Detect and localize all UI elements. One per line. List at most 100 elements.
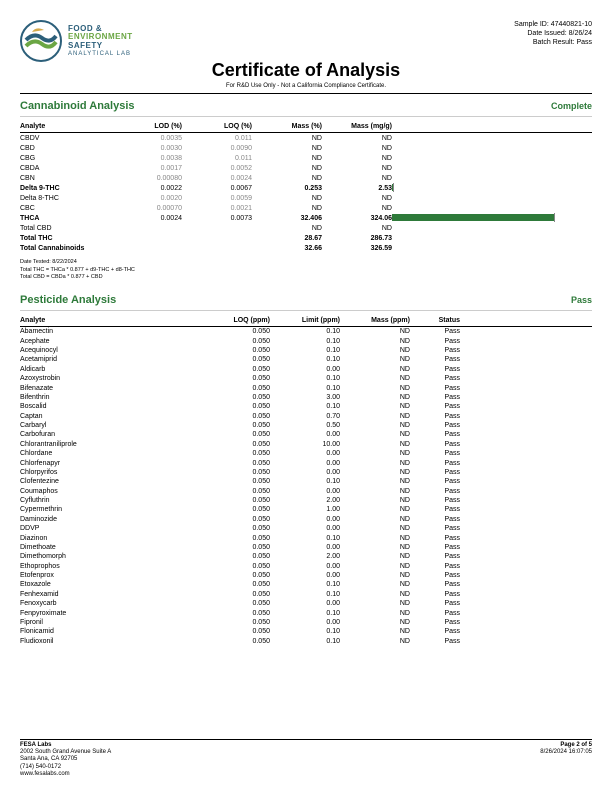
table-row: Fludioxonil0.0500.10NDPass <box>20 636 592 645</box>
pest-col-limit: Limit (ppm) <box>270 315 340 327</box>
pest-spacer <box>460 636 592 645</box>
pest-analyte: Boscalid <box>20 402 180 411</box>
pest-limit: 0.10 <box>270 374 340 383</box>
table-row: Dimethoate0.0500.00NDPass <box>20 543 592 552</box>
note-line: Total CBD = CBDa * 0.877 + CBD <box>20 274 592 282</box>
table-row: Chlorantraniliprole0.05010.00NDPass <box>20 440 592 449</box>
pest-mass: ND <box>340 346 410 355</box>
pest-loq: 0.050 <box>180 421 270 430</box>
pest-limit: 0.10 <box>270 627 340 636</box>
pest-mass: ND <box>340 374 410 383</box>
pest-loq: 0.050 <box>180 608 270 617</box>
cann-massmg: ND <box>322 133 392 144</box>
cann-analyte: CBDV <box>20 133 112 144</box>
pest-limit: 0.10 <box>270 383 340 392</box>
cann-lod: 0.0022 <box>112 183 182 193</box>
pest-spacer <box>460 346 592 355</box>
pest-mass: ND <box>340 505 410 514</box>
table-row: Fenpyroximate0.0500.10NDPass <box>20 608 592 617</box>
pest-loq: 0.050 <box>180 533 270 542</box>
pest-limit: 0.00 <box>270 449 340 458</box>
table-row: Total Cannabinoids32.66326.59 <box>20 243 592 253</box>
cann-bar-cell <box>392 223 592 233</box>
pest-limit: 0.10 <box>270 336 340 345</box>
cannabinoid-section-head: Cannabinoid Analysis Complete <box>20 100 592 117</box>
pest-limit: 2.00 <box>270 552 340 561</box>
pest-col-loq: LOQ (ppm) <box>180 315 270 327</box>
pest-loq: 0.050 <box>180 618 270 627</box>
sample-id: 47440821-10 <box>551 21 592 28</box>
pest-loq: 0.050 <box>180 449 270 458</box>
pest-status: Pass <box>410 327 460 337</box>
pest-loq: 0.050 <box>180 636 270 645</box>
cann-col-loq: LOQ (%) <box>182 121 252 133</box>
pest-loq: 0.050 <box>180 599 270 608</box>
table-row: Clofentezine0.0500.10NDPass <box>20 477 592 486</box>
pest-limit: 0.10 <box>270 346 340 355</box>
pest-analyte: Chlorpyrifos <box>20 468 180 477</box>
sample-id-label: Sample ID: <box>514 21 549 28</box>
pest-mass: ND <box>340 552 410 561</box>
cann-massmg: ND <box>322 203 392 213</box>
pest-limit: 0.10 <box>270 477 340 486</box>
table-row: Abamectin0.0500.10NDPass <box>20 327 592 337</box>
table-row: Daminozide0.0500.00NDPass <box>20 515 592 524</box>
footer: FESA Labs 2002 South Grand Avenue Suite … <box>20 739 592 778</box>
pest-spacer <box>460 374 592 383</box>
pest-limit: 10.00 <box>270 440 340 449</box>
cann-lod <box>112 223 182 233</box>
pest-mass: ND <box>340 365 410 374</box>
cann-col-bar <box>392 121 592 133</box>
cann-bar-cell <box>392 233 592 243</box>
cann-massmg: 324.06 <box>322 213 392 223</box>
pest-mass: ND <box>340 590 410 599</box>
pest-limit: 0.10 <box>270 327 340 337</box>
pest-spacer <box>460 543 592 552</box>
pest-spacer <box>460 402 592 411</box>
cann-massmg: ND <box>322 173 392 183</box>
cann-masspct: ND <box>252 193 322 203</box>
pest-status: Pass <box>410 486 460 495</box>
pest-loq: 0.050 <box>180 552 270 561</box>
cann-analyte: Total Cannabinoids <box>20 243 112 253</box>
pest-status: Pass <box>410 393 460 402</box>
pest-status: Pass <box>410 449 460 458</box>
pest-col-analyte: Analyte <box>20 315 180 327</box>
pest-analyte: Fenoxycarb <box>20 599 180 608</box>
pest-status: Pass <box>410 477 460 486</box>
pest-loq: 0.050 <box>180 365 270 374</box>
pest-status: Pass <box>410 346 460 355</box>
pest-mass: ND <box>340 402 410 411</box>
pest-analyte: Chlorfenapyr <box>20 458 180 467</box>
pest-analyte: Cyfluthrin <box>20 496 180 505</box>
cann-loq <box>182 233 252 243</box>
batch-result-label: Batch Result: <box>533 39 575 46</box>
pest-loq: 0.050 <box>180 524 270 533</box>
pest-loq: 0.050 <box>180 486 270 495</box>
pest-status: Pass <box>410 374 460 383</box>
pest-limit: 0.00 <box>270 543 340 552</box>
pest-spacer <box>460 580 592 589</box>
pest-analyte: Diazinon <box>20 533 180 542</box>
pest-spacer <box>460 468 592 477</box>
pest-mass: ND <box>340 383 410 392</box>
pest-analyte: Dimethomorph <box>20 552 180 561</box>
pest-mass: ND <box>340 421 410 430</box>
pest-limit: 0.00 <box>270 618 340 627</box>
cann-loq: 0.0073 <box>182 213 252 223</box>
pest-analyte: Daminozide <box>20 515 180 524</box>
pesticide-title: Pesticide Analysis <box>20 294 116 306</box>
pest-limit: 0.00 <box>270 458 340 467</box>
pest-analyte: Dimethoate <box>20 543 180 552</box>
pesticide-table: Analyte LOQ (ppm) Limit (ppm) Mass (ppm)… <box>20 315 592 646</box>
cann-massmg: 286.73 <box>322 233 392 243</box>
pest-spacer <box>460 505 592 514</box>
pest-status: Pass <box>410 543 460 552</box>
pest-loq: 0.050 <box>180 402 270 411</box>
pest-col-spacer <box>460 315 592 327</box>
table-row: CBG0.00380.011NDND <box>20 153 592 163</box>
footer-web: www.fesalabs.com <box>20 771 111 778</box>
pest-status: Pass <box>410 505 460 514</box>
cann-loq: 0.0090 <box>182 143 252 153</box>
cann-loq: 0.0021 <box>182 203 252 213</box>
